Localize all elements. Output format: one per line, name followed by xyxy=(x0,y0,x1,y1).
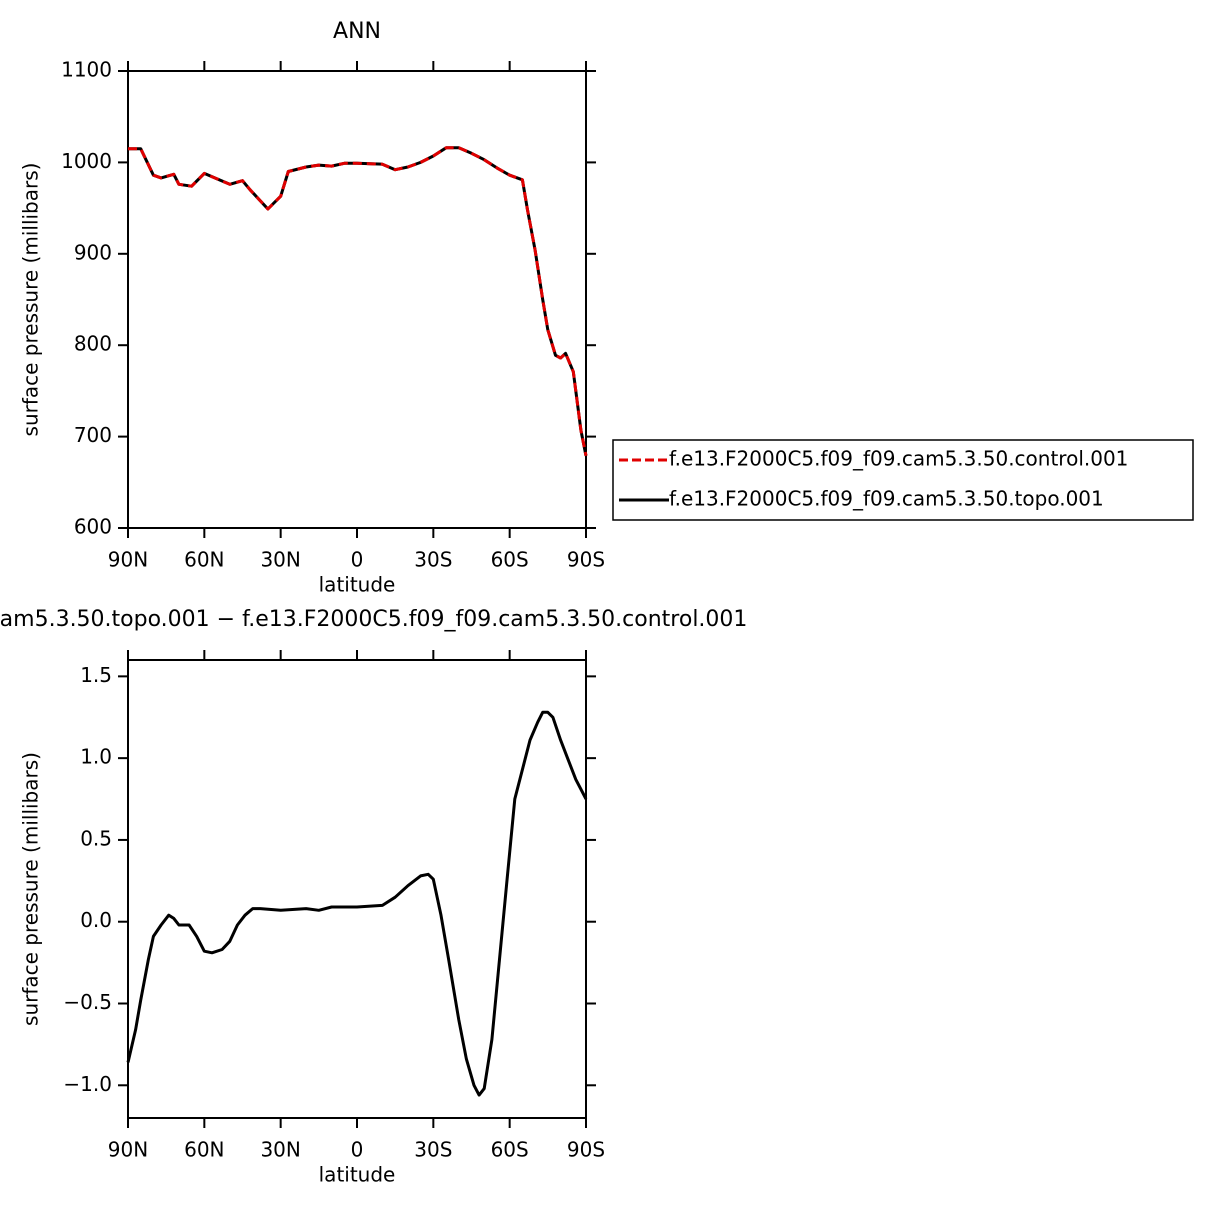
y-axis-label: surface pressure (millibars) xyxy=(19,163,43,437)
x-tick-label: 90S xyxy=(567,1138,605,1162)
y-tick-label: 600 xyxy=(74,515,112,539)
x-tick-label: 0 xyxy=(351,548,364,572)
y-tick-label: 1000 xyxy=(61,149,112,173)
x-tick-label: 30S xyxy=(414,1138,452,1162)
y-tick-label: −0.5 xyxy=(63,990,112,1014)
y-tick-label: 0.0 xyxy=(80,908,112,932)
x-tick-label: 0 xyxy=(351,1138,364,1162)
y-tick-label: −1.0 xyxy=(63,1072,112,1096)
y-tick-label: 1.5 xyxy=(80,663,112,687)
x-tick-label: 30N xyxy=(260,1138,300,1162)
y-tick-label: 900 xyxy=(74,240,112,264)
data-line xyxy=(126,710,588,1097)
x-tick-label: 90N xyxy=(108,1138,148,1162)
x-tick-label: 60S xyxy=(491,1138,529,1162)
x-tick-label: 90S xyxy=(567,548,605,572)
x-axis-label: latitude xyxy=(319,1163,396,1187)
y-tick-label: 700 xyxy=(74,423,112,447)
legend-label: f.e13.F2000C5.f09_f09.cam5.3.50.control.… xyxy=(669,447,1128,471)
y-tick-label: 1100 xyxy=(61,58,112,82)
x-tick-label: 60N xyxy=(184,1138,224,1162)
plot-frame xyxy=(127,659,587,1119)
x-tick-label: 60S xyxy=(491,548,529,572)
y-axis-label: surface pressure (millibars) xyxy=(19,752,43,1026)
plot-frame xyxy=(127,70,587,529)
x-tick-label: 90N xyxy=(108,548,148,572)
x-tick-label: 30N xyxy=(260,548,300,572)
legend-box xyxy=(612,439,1194,521)
x-tick-label: 30S xyxy=(414,548,452,572)
chart-title: ANN xyxy=(333,19,381,44)
y-tick-label: 0.5 xyxy=(80,826,112,850)
x-axis-label: latitude xyxy=(319,573,396,597)
data-line xyxy=(128,146,588,457)
y-tick-label: 1.0 xyxy=(80,745,112,769)
chart-title: 9.cam5.3.50.topo.001 − f.e13.F2000C5.f09… xyxy=(0,607,747,632)
x-tick-label: 60N xyxy=(184,548,224,572)
data-line xyxy=(128,146,588,457)
y-tick-label: 800 xyxy=(74,332,112,356)
legend-label: f.e13.F2000C5.f09_f09.cam5.3.50.topo.001 xyxy=(669,487,1104,511)
